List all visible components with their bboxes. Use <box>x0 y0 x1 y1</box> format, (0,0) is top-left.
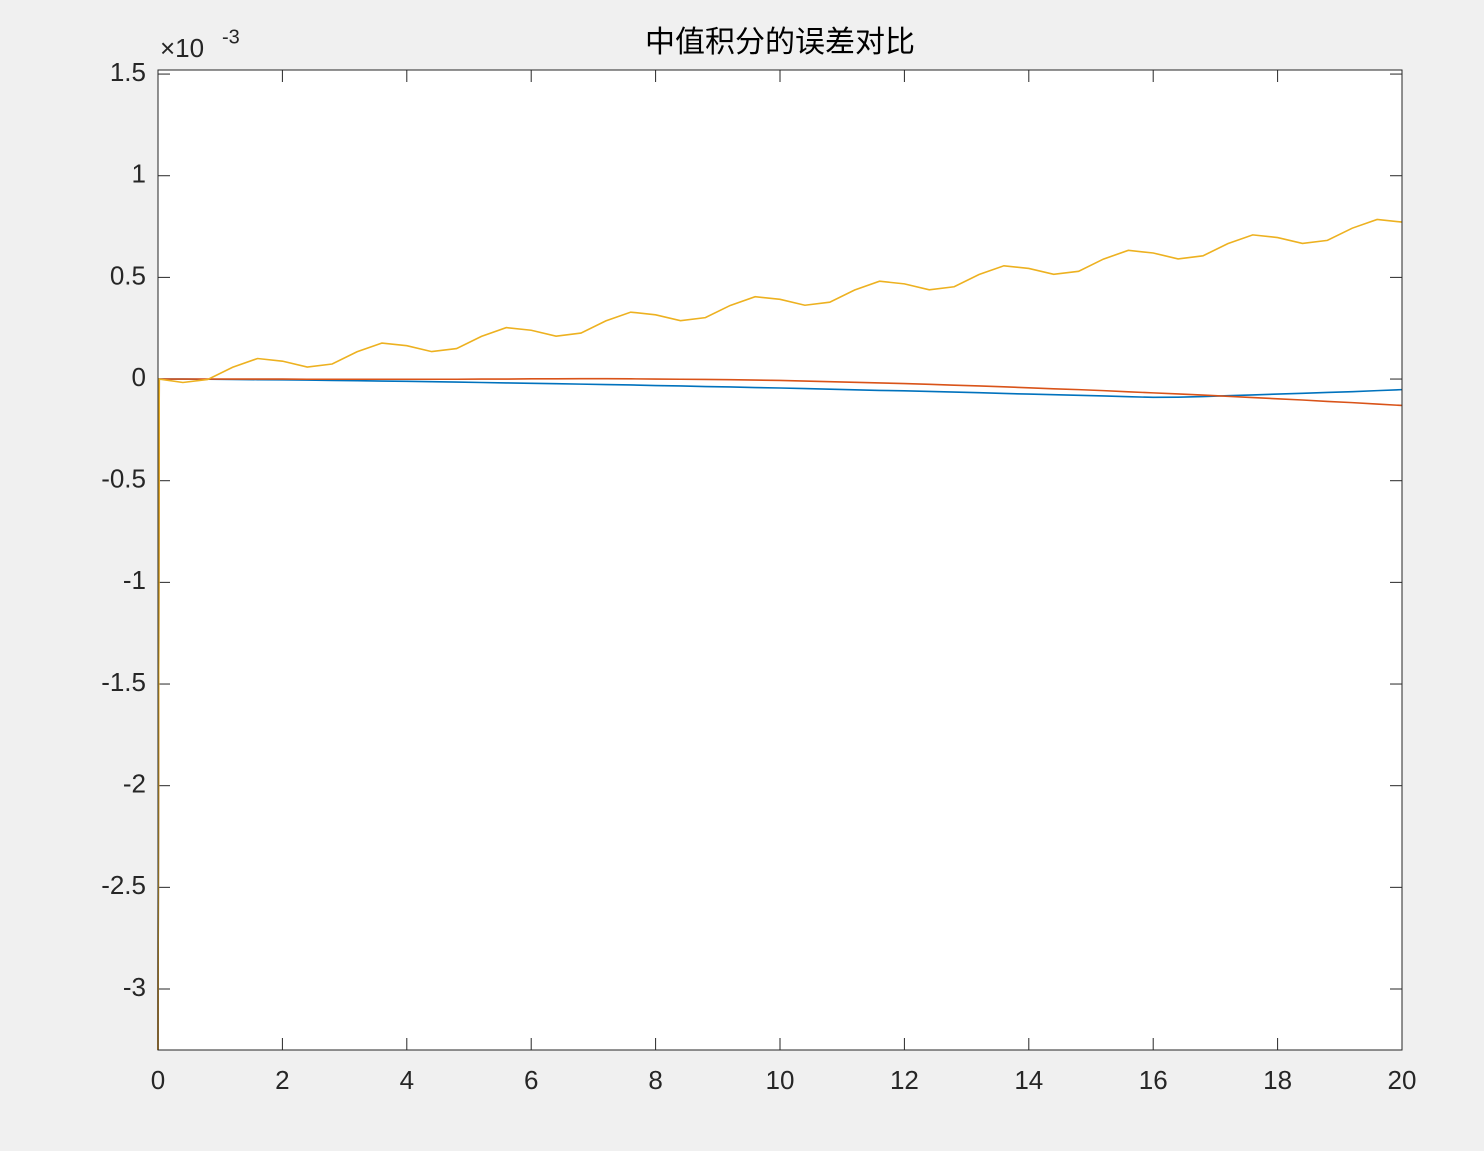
plot-area <box>158 70 1402 1050</box>
y-tick-label: -1 <box>123 565 146 595</box>
chart-title: 中值积分的误差对比 <box>645 26 915 59</box>
x-tick-label: 6 <box>524 1065 538 1095</box>
x-tick-label: 4 <box>400 1065 414 1095</box>
series-line <box>157 377 1403 1051</box>
y-multiplier: ×10 <box>160 33 204 63</box>
y-tick-label: 0 <box>132 362 146 392</box>
x-tick-label: 20 <box>1388 1065 1417 1095</box>
x-tick-label: 10 <box>766 1065 795 1095</box>
series-line <box>157 218 1403 1051</box>
y-tick-label: 0.5 <box>110 260 146 290</box>
y-tick-label: -0.5 <box>101 464 146 494</box>
y-tick-label: 1 <box>132 159 146 189</box>
y-tick-label: 1.5 <box>110 57 146 87</box>
axes-box <box>157 69 1403 1051</box>
x-tick-label: 18 <box>1263 1065 1292 1095</box>
x-tick-label: 14 <box>1014 1065 1043 1095</box>
x-tick-label: 2 <box>275 1065 289 1095</box>
y-tick-label: -1.5 <box>101 667 146 697</box>
x-tick-label: 12 <box>890 1065 919 1095</box>
y-tick-label: -2 <box>123 769 146 799</box>
series-line <box>157 378 1403 1051</box>
y-tick-label: -3 <box>123 972 146 1002</box>
y-tick-label: -2.5 <box>101 870 146 900</box>
x-tick-label: 16 <box>1139 1065 1168 1095</box>
y-exponent: -3 <box>222 26 240 48</box>
x-tick-label: 0 <box>151 1065 165 1095</box>
x-tick-label: 8 <box>648 1065 662 1095</box>
